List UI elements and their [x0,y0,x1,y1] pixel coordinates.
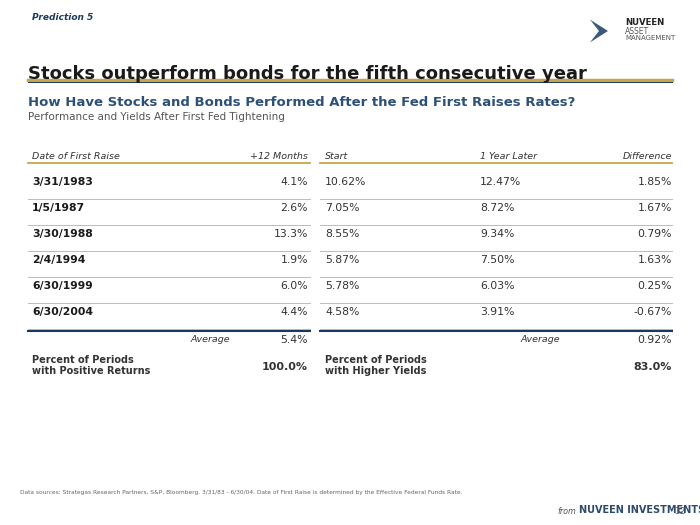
Text: 10-Year U.S. Treasury Yield: 10-Year U.S. Treasury Yield [327,129,474,139]
Text: 2.6%: 2.6% [281,203,308,213]
Text: 7.05%: 7.05% [325,203,360,213]
Text: 6/30/1999: 6/30/1999 [32,281,92,291]
Text: 3/30/1988: 3/30/1988 [32,229,92,239]
Text: S&P 500 Performance: S&P 500 Performance [36,129,156,139]
Text: 8.72%: 8.72% [480,203,514,213]
Text: 32: 32 [674,507,686,516]
Text: 7.50%: 7.50% [480,255,514,265]
Text: 4.58%: 4.58% [325,307,359,317]
Text: 2/4/1994: 2/4/1994 [32,255,85,265]
Text: Average: Average [190,335,230,344]
Text: -0.67%: -0.67% [634,307,672,317]
Text: 1/5/1987: 1/5/1987 [32,203,85,213]
Text: 8.55%: 8.55% [325,229,359,239]
Text: 4.1%: 4.1% [281,177,308,187]
Text: Date of First Raise: Date of First Raise [32,152,120,161]
Text: 3/31/1983: 3/31/1983 [32,177,93,187]
Text: 100.0%: 100.0% [262,362,308,372]
Text: 5.78%: 5.78% [325,281,359,291]
Polygon shape [590,19,608,43]
Text: 4.4%: 4.4% [281,307,308,317]
Text: 10.62%: 10.62% [325,177,366,187]
Text: 0.79%: 0.79% [638,229,672,239]
Text: NUVEEN INVESTMENTS: NUVEEN INVESTMENTS [579,505,700,515]
Text: 6.03%: 6.03% [480,281,514,291]
Text: Data sources: Strategas Research Partners, S&P, Bloomberg. 3/31/83 - 6/30/04. Da: Data sources: Strategas Research Partner… [20,490,463,495]
Text: with Positive Returns: with Positive Returns [32,366,150,376]
Text: 12.47%: 12.47% [480,177,522,187]
Text: 5.87%: 5.87% [325,255,359,265]
Text: Stocks outperform bonds for the fifth consecutive year: Stocks outperform bonds for the fifth co… [28,65,587,83]
Text: 9.34%: 9.34% [480,229,514,239]
Text: NUVEEN: NUVEEN [625,18,664,27]
Text: Percent of Periods: Percent of Periods [325,355,427,365]
Text: 0.92%: 0.92% [638,335,672,345]
Text: 6/30/2004: 6/30/2004 [32,307,93,317]
Text: 1.67%: 1.67% [638,203,672,213]
Text: 5.4%: 5.4% [281,335,308,345]
Text: 1.85%: 1.85% [638,177,672,187]
Text: 0.25%: 0.25% [638,281,672,291]
Text: 1.63%: 1.63% [638,255,672,265]
Text: Prediction 5: Prediction 5 [32,14,94,23]
Text: 13.3%: 13.3% [274,229,308,239]
Text: +12 Months: +12 Months [250,152,308,161]
Text: Performance and Yields After First Fed Tightening: Performance and Yields After First Fed T… [28,112,285,122]
Text: Percent of Periods: Percent of Periods [32,355,134,365]
Text: Difference: Difference [622,152,672,161]
Text: ASSET: ASSET [625,27,649,36]
Text: Average: Average [520,335,560,344]
Text: 83.0%: 83.0% [634,362,672,372]
Text: How Have Stocks and Bonds Performed After the Fed First Raises Rates?: How Have Stocks and Bonds Performed Afte… [28,96,575,109]
Text: from: from [557,507,575,516]
Text: 6.0%: 6.0% [281,281,308,291]
Text: 3.91%: 3.91% [480,307,514,317]
Text: 1 Year Later: 1 Year Later [480,152,537,161]
Text: 1.9%: 1.9% [281,255,308,265]
Text: MANAGEMENT: MANAGEMENT [625,35,676,41]
Text: Start: Start [325,152,349,161]
Text: with Higher Yields: with Higher Yields [325,366,426,376]
